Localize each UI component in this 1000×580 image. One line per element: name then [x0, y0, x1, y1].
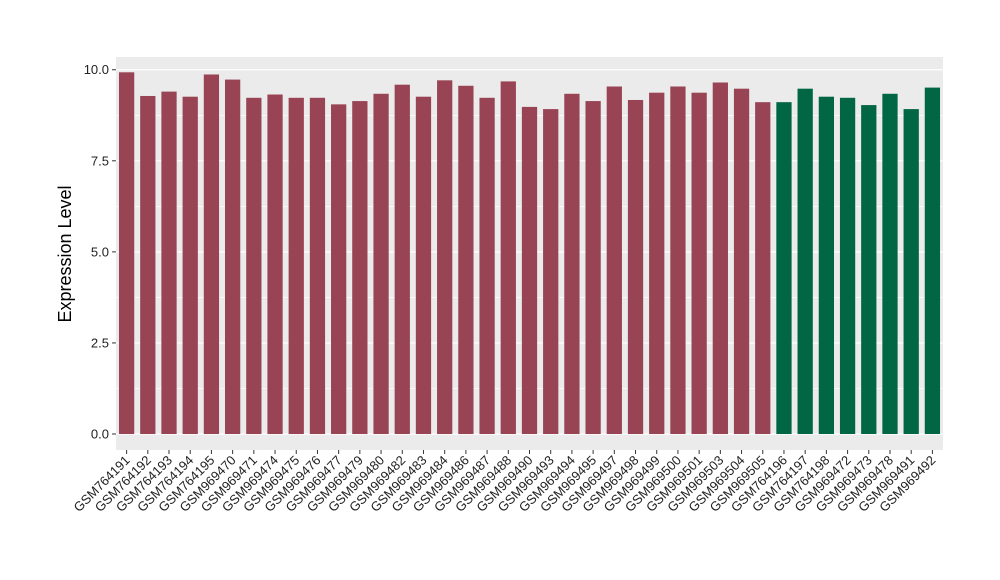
bar-gsm969473 [861, 105, 877, 434]
bar-gsm969487 [479, 97, 495, 434]
bar-gsm969499 [649, 92, 665, 434]
bar-gsm764194 [182, 96, 198, 435]
bar-gsm969480 [373, 93, 389, 435]
bar-gsm969470 [224, 79, 241, 435]
bars [118, 72, 941, 435]
bar-gsm969495 [585, 101, 601, 434]
bar-gsm764196 [776, 102, 792, 435]
bar-gsm969486 [458, 85, 474, 434]
y-tick-label: 5.0 [91, 244, 109, 259]
bar-gsm969498 [627, 99, 644, 435]
bar-gsm969483 [415, 96, 432, 435]
bar-gsm969477 [331, 104, 347, 434]
y-axis: 0.0 2.5 5.0 7.5 10.0 [84, 62, 116, 442]
bar-gsm969494 [564, 93, 580, 435]
bar-gsm969501 [691, 92, 707, 434]
bar-gsm969500 [670, 86, 686, 435]
y-axis-title: Expression Level [55, 185, 75, 322]
y-tick-label: 0.0 [91, 427, 109, 442]
bar-gsm969475 [288, 97, 304, 434]
y-tick-label: 2.5 [91, 335, 109, 350]
bar-gsm969503 [712, 82, 728, 434]
bar-gsm969488 [500, 81, 516, 434]
y-tick-label: 10.0 [84, 62, 109, 77]
bar-gsm969478 [882, 93, 898, 435]
y-tick-label: 7.5 [91, 153, 109, 168]
x-axis: GSM764191GSM764192GSM764193GSM764194GSM7… [70, 450, 939, 515]
bar-gsm969471 [246, 97, 262, 434]
bar-gsm764193 [161, 91, 177, 434]
bar-gsm764197 [797, 88, 813, 435]
bar-gsm969490 [521, 106, 538, 435]
bar-gsm969472 [839, 97, 856, 434]
bar-gsm969491 [903, 109, 919, 434]
bar-gsm969479 [352, 101, 368, 434]
bar-gsm764195 [203, 74, 220, 434]
bar-gsm969484 [437, 80, 453, 435]
bar-gsm969505 [755, 102, 771, 435]
bar-gsm969476 [309, 97, 326, 434]
bar-gsm764192 [140, 95, 156, 434]
bar-gsm969474 [267, 94, 283, 434]
bar-gsm969504 [733, 88, 750, 435]
bar-gsm764191 [118, 72, 135, 434]
bar-gsm969497 [606, 86, 622, 435]
bar-gsm969493 [543, 109, 559, 434]
bar-gsm764198 [818, 96, 835, 435]
bar-gsm969482 [394, 84, 410, 434]
bar-gsm969492 [924, 87, 941, 434]
